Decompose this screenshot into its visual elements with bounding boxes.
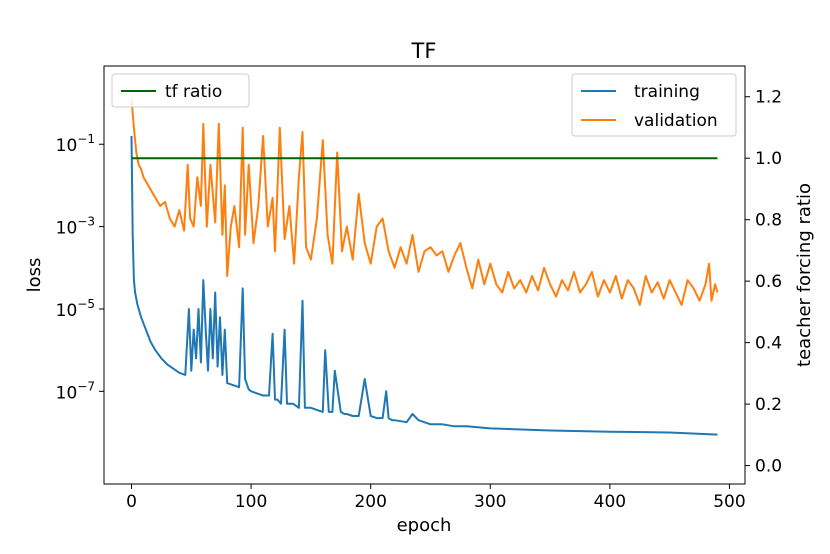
chart-title: TF	[411, 39, 437, 63]
legend-label-training: training	[634, 82, 700, 102]
legend-right: training validation	[571, 73, 737, 137]
y-tick-label: 10−7	[56, 379, 95, 403]
series-line-training	[130, 135, 718, 436]
y-tick-label: 10−1	[56, 132, 95, 156]
y2-axis-label: teacher forcing ratio	[794, 183, 815, 367]
x-tick-label: 500	[713, 492, 745, 512]
y2-tick-label: 0.4	[755, 334, 782, 354]
legend-left: tf ratio	[111, 73, 250, 108]
y2-tick-label: 0.0	[755, 457, 782, 477]
y2-tick-label: 0.8	[755, 211, 782, 231]
series-layer	[130, 98, 719, 436]
y2-axis-ticks: 0.0 0.2 0.4 0.6 0.8 1.0 1.2	[745, 88, 782, 477]
legend-left-box	[111, 73, 250, 108]
x-tick-label: 400	[594, 492, 626, 512]
y-tick-label: 10−3	[56, 215, 95, 239]
y2-tick-label: 0.6	[755, 272, 782, 292]
y2-tick-label: 1.0	[755, 149, 782, 169]
plot-frame	[103, 65, 746, 485]
legend-label-tf-ratio: tf ratio	[165, 82, 222, 102]
x-tick-label: 300	[474, 492, 506, 512]
legend-label-validation: validation	[634, 111, 718, 131]
x-tick-label: 200	[354, 492, 386, 512]
series-line-validation	[130, 98, 719, 306]
x-tick-label: 0	[126, 492, 137, 512]
y-axis-ticks: 10−1 10−3 10−5 10−7	[56, 132, 104, 403]
y-tick-label: 10−5	[56, 297, 95, 321]
y-axis-label: loss	[24, 258, 45, 293]
y2-tick-label: 0.2	[755, 395, 782, 415]
x-axis-label: epoch	[397, 515, 452, 536]
x-tick-label: 100	[235, 492, 267, 512]
x-axis-ticks: 0 100 200 300 400 500	[126, 484, 746, 512]
y2-tick-label: 1.2	[755, 88, 782, 108]
